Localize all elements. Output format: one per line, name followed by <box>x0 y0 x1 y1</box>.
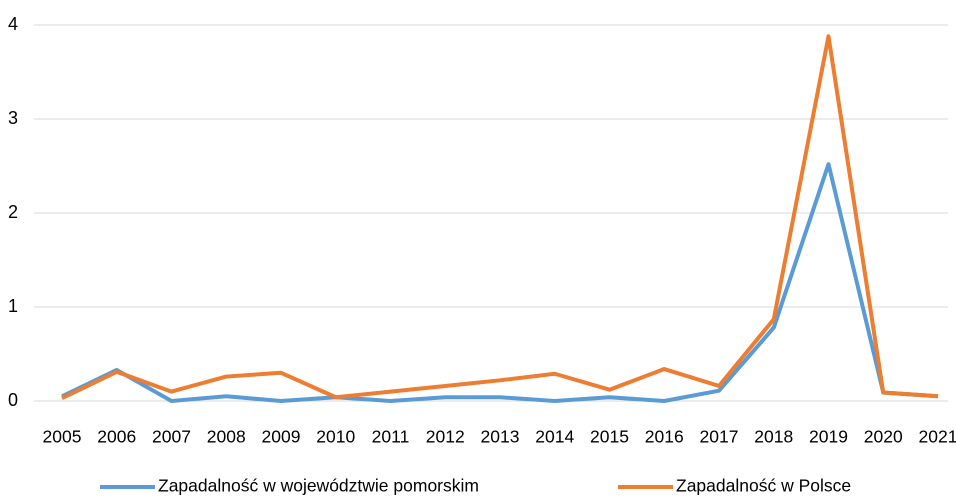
x-tick-label: 2021 <box>919 427 956 447</box>
x-tick-label: 2014 <box>535 427 574 447</box>
x-tick-label: 2020 <box>864 427 903 447</box>
y-tick-label: 2 <box>8 202 18 222</box>
x-tick-label: 2009 <box>262 427 301 447</box>
y-tick-label: 0 <box>8 390 18 410</box>
x-tick-label: 2010 <box>316 427 355 447</box>
x-tick-label: 2017 <box>700 427 739 447</box>
series-line <box>61 162 939 403</box>
x-tick-label: 2019 <box>809 427 848 447</box>
y-tick-label: 1 <box>8 296 18 316</box>
x-tick-label: 2007 <box>152 427 191 447</box>
x-tick-label: 2013 <box>481 427 520 447</box>
legend-label: Zapadalność w województwie pomorskim <box>158 476 479 496</box>
x-tick-label: 2016 <box>645 427 684 447</box>
x-tick-label: 2005 <box>43 427 82 447</box>
x-tick-label: 2012 <box>426 427 465 447</box>
y-tick-label: 3 <box>8 108 18 128</box>
x-tick-label: 2015 <box>590 427 629 447</box>
legend-label: Zapadalność w Polsce <box>676 476 851 496</box>
x-tick-label: 2008 <box>207 427 246 447</box>
series-line <box>61 34 939 400</box>
x-tick-label: 2006 <box>97 427 136 447</box>
x-tick-label: 2011 <box>372 427 410 447</box>
x-tick-label: 2018 <box>754 427 793 447</box>
y-tick-label: 4 <box>8 14 18 34</box>
